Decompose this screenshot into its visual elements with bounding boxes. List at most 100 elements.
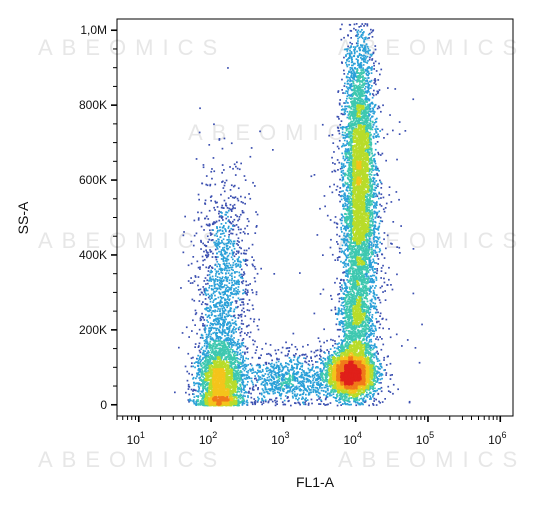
data-point — [340, 347, 342, 349]
data-point — [384, 272, 387, 274]
data-point — [230, 268, 233, 271]
data-point — [324, 398, 327, 401]
data-point — [237, 364, 239, 366]
data-point — [241, 277, 244, 280]
data-point — [375, 305, 378, 308]
data-point — [310, 398, 313, 401]
data-point — [370, 338, 372, 341]
data-point — [281, 373, 284, 375]
data-point — [363, 54, 365, 57]
data-point — [374, 249, 376, 252]
data-point — [349, 29, 352, 32]
data-point — [198, 373, 201, 376]
data-point — [222, 319, 225, 321]
data-point — [378, 248, 381, 250]
data-point — [379, 241, 381, 244]
data-point — [203, 325, 205, 327]
data-point — [220, 278, 222, 280]
data-point — [246, 351, 249, 354]
data-point — [341, 23, 343, 26]
data-point — [279, 363, 282, 366]
data-point — [343, 56, 345, 59]
data-point — [373, 230, 375, 233]
data-point — [351, 85, 353, 88]
data-point — [268, 392, 271, 395]
data-point — [336, 115, 339, 118]
data-point — [378, 236, 381, 239]
data-point — [271, 400, 274, 403]
data-point — [229, 239, 232, 242]
data-point — [211, 177, 213, 180]
data-point — [248, 247, 250, 250]
data-point — [218, 285, 221, 288]
data-point — [361, 46, 364, 48]
data-point — [235, 253, 237, 255]
data-point — [309, 382, 312, 384]
data-point — [372, 274, 374, 277]
data-point — [340, 284, 343, 286]
data-point — [285, 362, 287, 364]
data-point — [338, 247, 341, 250]
data-point — [345, 63, 348, 66]
data-point — [202, 390, 204, 392]
data-point — [361, 86, 363, 89]
data-point — [197, 365, 200, 367]
data-point — [237, 305, 239, 308]
data-point — [374, 78, 376, 80]
data-point — [340, 170, 343, 172]
data-point — [230, 222, 233, 225]
data-point — [285, 373, 288, 376]
data-point — [226, 242, 229, 245]
data-point — [320, 349, 323, 352]
data-point — [222, 305, 225, 308]
data-point — [224, 301, 226, 304]
data-point — [251, 289, 253, 291]
data-point — [217, 320, 220, 322]
data-point — [323, 403, 325, 405]
data-point — [369, 396, 372, 399]
data-point — [304, 353, 307, 356]
data-point — [239, 263, 242, 266]
data-point — [350, 83, 352, 86]
data-point — [367, 103, 369, 106]
data-point — [232, 261, 235, 264]
data-point — [250, 370, 252, 372]
data-point — [358, 36, 361, 39]
data-point — [366, 287, 368, 290]
data-point — [366, 45, 369, 48]
data-point — [375, 121, 378, 123]
data-point — [217, 256, 219, 258]
data-point — [197, 390, 200, 393]
data-point — [221, 309, 224, 312]
data-point — [341, 105, 343, 108]
data-point — [228, 236, 230, 238]
data-point — [243, 273, 246, 275]
data-point — [225, 339, 228, 342]
data-point — [373, 400, 375, 402]
data-point — [281, 377, 283, 379]
data-point — [370, 398, 372, 400]
data-point — [230, 232, 232, 235]
data-point — [256, 401, 259, 403]
data-point — [373, 307, 375, 310]
data-point — [210, 287, 213, 290]
data-point — [243, 364, 245, 367]
data-point — [214, 287, 217, 290]
data-point — [237, 288, 239, 291]
data-point — [349, 84, 351, 86]
data-point — [245, 357, 247, 360]
data-point — [351, 72, 354, 75]
data-point — [349, 94, 352, 96]
data-point — [321, 123, 324, 126]
data-point — [372, 344, 374, 347]
data-point — [254, 384, 257, 387]
data-point — [358, 54, 361, 57]
data-point — [295, 367, 298, 370]
data-point — [263, 374, 265, 377]
data-point — [223, 340, 226, 343]
data-point — [229, 294, 232, 297]
data-point — [276, 380, 278, 382]
data-point — [373, 233, 375, 236]
data-point — [210, 278, 212, 280]
data-point — [243, 271, 245, 273]
